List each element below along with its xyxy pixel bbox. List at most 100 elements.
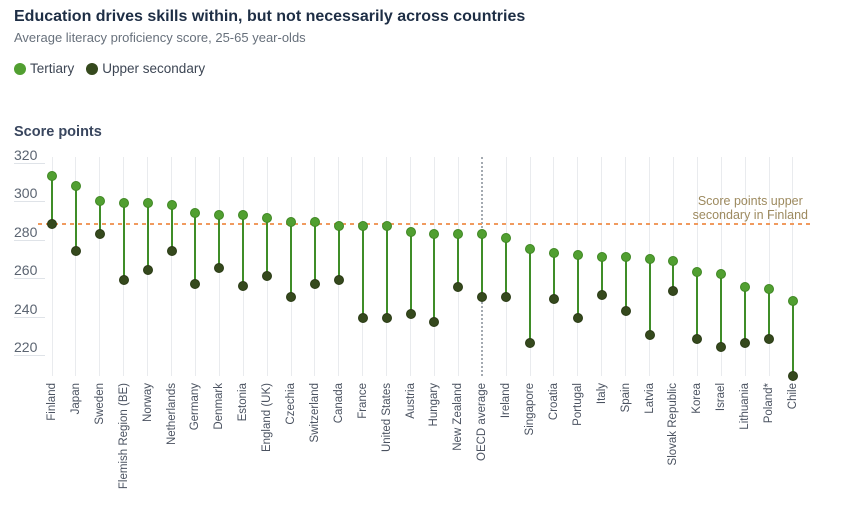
- tertiary-dot[interactable]: [381, 221, 392, 232]
- upper-secondary-dot[interactable]: [644, 330, 655, 341]
- tertiary-dot[interactable]: [238, 209, 249, 220]
- upper-secondary-dot[interactable]: [381, 313, 392, 324]
- tertiary-dot[interactable]: [740, 282, 751, 293]
- upper-secondary-dot[interactable]: [668, 286, 679, 297]
- legend-item-upper-secondary: Upper secondary: [86, 61, 205, 76]
- tertiary-dot[interactable]: [94, 196, 105, 207]
- country-label: United States: [380, 383, 393, 453]
- dumbbell-line: [74, 185, 77, 251]
- country-label: Canada: [332, 383, 345, 424]
- tertiary-dot[interactable]: [405, 226, 416, 237]
- upper-secondary-dot[interactable]: [94, 228, 105, 239]
- tertiary-dot[interactable]: [548, 247, 559, 258]
- tertiary-dot[interactable]: [477, 228, 488, 239]
- upper-secondary-dot[interactable]: [70, 246, 81, 256]
- upper-secondary-dot[interactable]: [764, 334, 775, 345]
- country-label: Poland*: [763, 383, 776, 424]
- country-label: Netherlands: [165, 383, 178, 446]
- upper-secondary-dot[interactable]: [118, 274, 129, 285]
- tertiary-dot[interactable]: [668, 255, 679, 266]
- tertiary-dot[interactable]: [572, 249, 583, 260]
- upper-secondary-dot[interactable]: [477, 292, 488, 303]
- upper-secondary-dot[interactable]: [47, 219, 57, 230]
- tertiary-dot[interactable]: [429, 228, 440, 239]
- upper-secondary-dot[interactable]: [190, 278, 201, 289]
- tertiary-dot[interactable]: [764, 284, 775, 295]
- dumbbell-line: [313, 222, 316, 284]
- tertiary-dot[interactable]: [214, 209, 225, 220]
- tertiary-dot[interactable]: [644, 253, 655, 264]
- tertiary-dot[interactable]: [142, 198, 153, 208]
- dumbbell-line: [552, 252, 555, 299]
- country-label: Croatia: [547, 383, 560, 421]
- reference-line-annotation: Score points upper secondary in Finland: [693, 194, 808, 222]
- gridline: [696, 157, 698, 376]
- tertiary-dot[interactable]: [70, 180, 81, 191]
- upper-secondary-legend-dot-icon: [86, 62, 99, 75]
- gridline: [99, 157, 101, 376]
- upper-secondary-dot[interactable]: [309, 278, 320, 289]
- dumbbell-line: [361, 226, 364, 319]
- upper-secondary-dot[interactable]: [405, 309, 416, 320]
- tertiary-dot[interactable]: [166, 199, 177, 210]
- y-tick-mark: [14, 239, 45, 241]
- country-label: Austria: [404, 383, 417, 419]
- tertiary-dot[interactable]: [501, 232, 512, 243]
- upper-secondary-dot[interactable]: [596, 290, 607, 301]
- upper-secondary-dot[interactable]: [716, 342, 727, 352]
- upper-secondary-dot[interactable]: [501, 292, 512, 303]
- tertiary-dot[interactable]: [47, 171, 57, 182]
- dumbbell-line: [624, 256, 627, 311]
- upper-secondary-dot[interactable]: [740, 338, 751, 349]
- upper-secondary-dot[interactable]: [787, 370, 798, 381]
- y-tick-label: 280: [14, 223, 38, 240]
- tertiary-dot[interactable]: [692, 267, 703, 278]
- upper-secondary-dot[interactable]: [286, 292, 297, 303]
- upper-secondary-dot[interactable]: [453, 282, 464, 293]
- y-tick-mark: [14, 355, 45, 356]
- dumbbell-line: [433, 233, 436, 323]
- tertiary-dot[interactable]: [596, 251, 607, 262]
- country-label: Korea: [691, 383, 704, 414]
- upper-secondary-dot[interactable]: [548, 294, 559, 304]
- upper-secondary-dot[interactable]: [429, 317, 440, 328]
- upper-secondary-dot[interactable]: [333, 274, 344, 285]
- tertiary-dot[interactable]: [286, 217, 297, 228]
- dumbbell-line: [529, 249, 532, 344]
- upper-secondary-dot[interactable]: [525, 338, 536, 349]
- dumbbell-line: [290, 222, 293, 298]
- upper-secondary-dot[interactable]: [262, 270, 273, 281]
- country-label: Japan: [69, 383, 82, 415]
- tertiary-dot[interactable]: [118, 198, 129, 208]
- y-tick-label: 240: [14, 300, 38, 317]
- legend-item-tertiary: Tertiary: [14, 61, 74, 76]
- upper-secondary-dot[interactable]: [620, 305, 631, 316]
- tertiary-dot[interactable]: [309, 217, 320, 228]
- country-label: Israel: [715, 383, 728, 412]
- upper-secondary-dot[interactable]: [238, 280, 249, 291]
- country-label: Singapore: [524, 383, 537, 436]
- tertiary-dot[interactable]: [716, 269, 727, 280]
- tertiary-dot[interactable]: [620, 251, 631, 262]
- tertiary-dot[interactable]: [525, 244, 536, 255]
- tertiary-dot[interactable]: [357, 221, 368, 232]
- country-label: New Zealand: [452, 383, 465, 451]
- chart-title: Education drives skills within, but not …: [14, 8, 526, 25]
- upper-secondary-dot[interactable]: [692, 334, 703, 345]
- upper-secondary-dot[interactable]: [166, 246, 177, 256]
- tertiary-dot[interactable]: [787, 295, 798, 306]
- country-label: Slovak Republic: [667, 383, 680, 466]
- country-label: Ireland: [500, 383, 513, 419]
- dumbbell-line: [672, 260, 675, 292]
- country-label: Switzerland: [308, 383, 321, 443]
- upper-secondary-dot[interactable]: [357, 313, 368, 324]
- upper-secondary-dot[interactable]: [214, 263, 225, 274]
- reference-line-annotation-line2: secondary in Finland: [692, 208, 808, 222]
- upper-secondary-dot[interactable]: [142, 265, 153, 276]
- tertiary-dot[interactable]: [453, 228, 464, 239]
- upper-secondary-dot[interactable]: [572, 313, 583, 324]
- tertiary-dot[interactable]: [262, 213, 273, 224]
- tertiary-dot[interactable]: [333, 221, 344, 232]
- tertiary-dot[interactable]: [190, 207, 201, 218]
- gridline: [51, 157, 53, 376]
